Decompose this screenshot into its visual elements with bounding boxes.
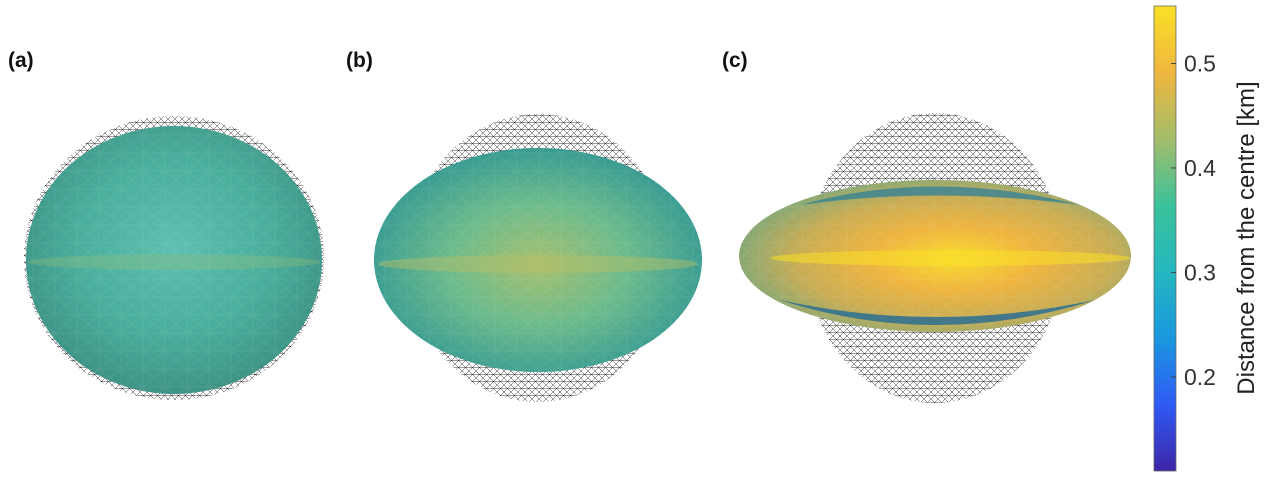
colorbar: 0.2 0.3 0.4 0.5 Distance from the centre [k… <box>1153 5 1260 472</box>
panel-a-facets <box>26 126 322 394</box>
panel-c-equator-band <box>770 250 1130 266</box>
panel-a-shape <box>24 116 324 400</box>
panel-c-upper-rim <box>800 186 1080 205</box>
panel-c-shape <box>739 113 1131 403</box>
panel-b-equator-band <box>378 255 698 273</box>
colorbar-label: Distance from the centre [km] <box>1233 81 1260 394</box>
colorbar-tick-label-2: 0.4 <box>1184 155 1216 181</box>
panel-c-lower-rim <box>780 300 1095 325</box>
panel-a-equator-band <box>28 254 320 270</box>
panel-label-a: (a) <box>8 49 34 72</box>
panel-label-c: (c) <box>722 49 748 72</box>
colorbar-tick-label-3: 0.5 <box>1184 50 1216 76</box>
panel-b-shape <box>374 114 702 402</box>
colorbar-ticks: 0.2 0.3 0.4 0.5 <box>1171 50 1216 390</box>
colorbar-tick-label-1: 0.3 <box>1184 259 1216 285</box>
panel-b-facets <box>374 148 702 372</box>
colorbar-bar <box>1153 5 1177 472</box>
colorbar-tick-label-0: 0.2 <box>1184 364 1216 390</box>
panel-label-b: (b) <box>346 49 373 72</box>
